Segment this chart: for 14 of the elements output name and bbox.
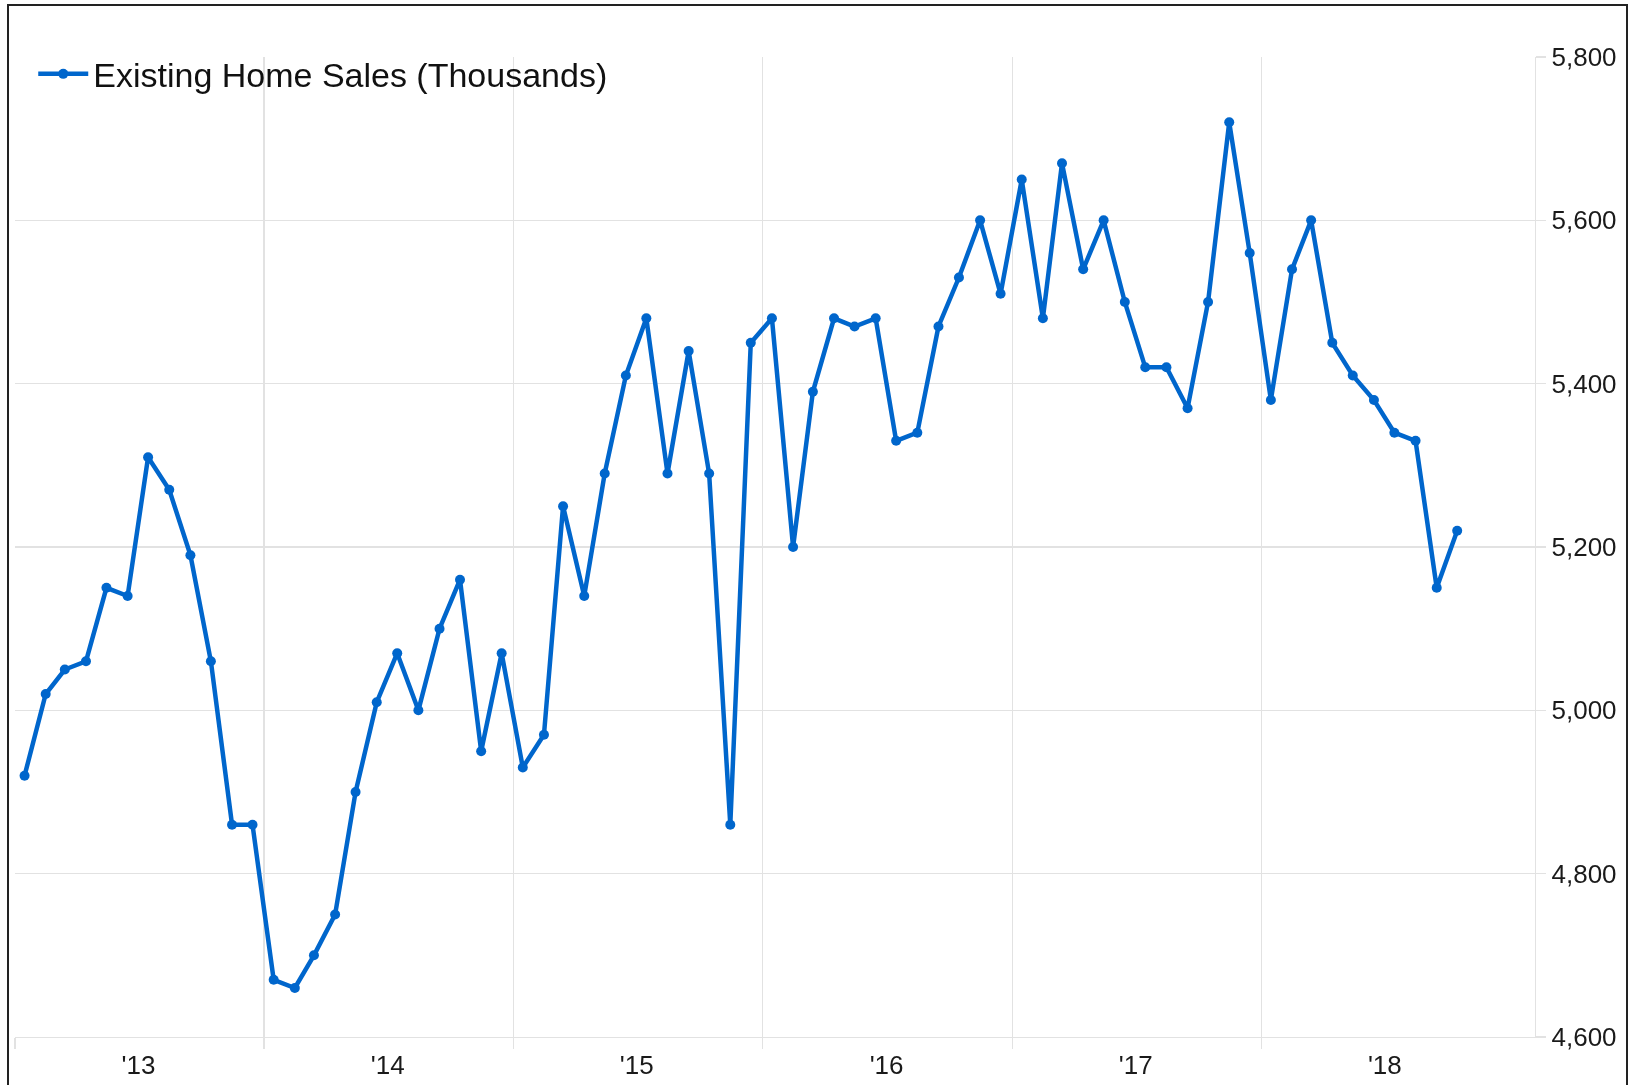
y-tick-label: 4,600 bbox=[1551, 1022, 1617, 1053]
y-tick-label: 5,600 bbox=[1551, 205, 1617, 236]
y-tick-label: 5,200 bbox=[1551, 532, 1617, 563]
x-tick-label: '16 bbox=[869, 1050, 904, 1080]
legend-label: Existing Home Sales (Thousands) bbox=[93, 56, 608, 95]
y-tick-label: 4,800 bbox=[1551, 858, 1617, 889]
x-tick-label: '15 bbox=[619, 1050, 654, 1080]
y-tick-label: 5,400 bbox=[1551, 368, 1617, 399]
x-tick-label: '14 bbox=[370, 1050, 405, 1080]
x-tick-label: '18 bbox=[1367, 1050, 1402, 1080]
y-tick-label: 5,000 bbox=[1551, 695, 1617, 726]
x-tick-label: '17 bbox=[1118, 1050, 1153, 1080]
y-tick-label: 5,800 bbox=[1551, 42, 1617, 73]
x-tick-label: '13 bbox=[121, 1050, 156, 1080]
